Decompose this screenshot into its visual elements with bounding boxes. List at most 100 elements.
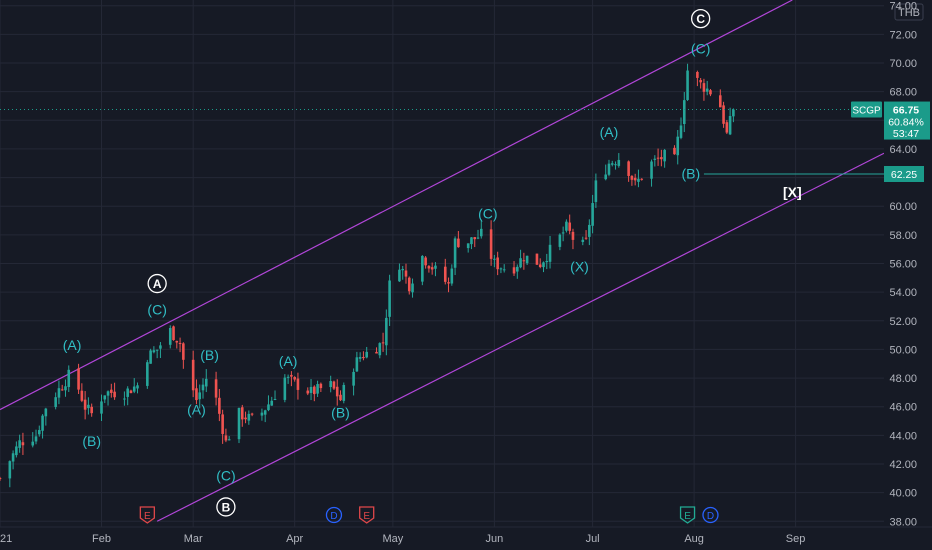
y-tick-label: 56.00 <box>889 259 917 271</box>
symbol-tag-label: SCGP <box>852 106 881 117</box>
candle-body <box>362 356 365 359</box>
candle-body <box>283 377 287 400</box>
candle-body <box>466 243 470 249</box>
candle-body <box>247 413 251 421</box>
candle-body <box>476 237 480 239</box>
candle-body <box>381 342 385 344</box>
candle-body <box>110 389 113 393</box>
candle-body <box>430 267 434 270</box>
candle-body <box>496 257 499 270</box>
circled-wave-label: A <box>153 277 162 291</box>
channel-line-upper <box>0 0 793 411</box>
y-tick-label: 50.00 <box>889 344 917 356</box>
candle-body <box>313 386 316 395</box>
x-tick-label: Apr <box>286 533 303 545</box>
dividend-marker <box>702 506 719 524</box>
candle-body <box>630 175 634 180</box>
candle-body <box>54 397 57 407</box>
candle-body <box>146 362 149 386</box>
candle-body <box>106 391 110 396</box>
wave-label: (A) <box>63 337 82 353</box>
candle-body <box>637 178 640 182</box>
candle-body <box>250 413 254 415</box>
candle-body <box>218 397 221 414</box>
y-tick-label: 44.00 <box>889 430 917 442</box>
candle-body <box>443 266 447 282</box>
y-tick-label: 46.00 <box>889 402 917 414</box>
candle-body <box>512 267 516 274</box>
candle-body <box>267 404 270 411</box>
candle-body <box>332 381 336 389</box>
candle-body <box>77 368 80 390</box>
candle-body <box>535 253 539 265</box>
candle-body <box>682 100 686 125</box>
candle-body <box>270 400 274 406</box>
candle-body <box>57 388 61 398</box>
wave-label: (X) <box>570 258 589 274</box>
candle-body <box>702 83 706 92</box>
candle-body <box>237 407 241 440</box>
candle-body <box>470 237 473 245</box>
candle-body <box>473 237 477 240</box>
y-tick-label: 54.00 <box>889 287 917 299</box>
horizontal-line-tag[interactable]: 62.25 <box>884 165 924 182</box>
candle-body <box>44 408 48 417</box>
candle-body <box>329 381 332 388</box>
candle-body <box>673 147 676 155</box>
earnings-marker-letter: E <box>684 511 691 522</box>
wave-label: (C) <box>691 41 710 57</box>
candle-body <box>401 268 405 271</box>
x-tick-label: 21 <box>0 533 12 545</box>
candle-body <box>175 340 179 343</box>
candle-body <box>293 377 296 380</box>
candle-body <box>404 270 408 277</box>
wave-label: (A) <box>279 353 298 369</box>
candle-body <box>558 234 562 247</box>
candle-body <box>502 269 506 271</box>
x-tick-label: Aug <box>684 533 704 545</box>
candle-body <box>352 371 355 386</box>
candle-body <box>240 407 244 420</box>
channel-line-lower <box>156 152 885 522</box>
horizontal-line-price-box <box>884 165 924 182</box>
candle-body <box>696 71 699 78</box>
circled-wave-marker <box>147 273 167 294</box>
candle-body <box>581 239 585 243</box>
candle-body <box>709 90 712 95</box>
last-price-change: 60.84% <box>888 117 924 129</box>
candle-body <box>679 125 683 138</box>
candle-body <box>607 163 611 175</box>
candle-body <box>699 80 702 83</box>
wave-label: (C) <box>478 205 497 221</box>
candle-body <box>538 264 542 268</box>
candle-body <box>31 441 35 446</box>
candle-body <box>87 404 90 409</box>
candle-body <box>244 417 247 420</box>
earnings-marker-letter: E <box>144 511 151 522</box>
candle-body <box>722 105 725 124</box>
candle-body <box>263 410 267 415</box>
candle-body <box>195 388 198 401</box>
candle-body <box>457 238 460 248</box>
y-tick-label: 58.00 <box>889 230 917 242</box>
last-price-tag[interactable]: 66.75 60.84% 53:47 SCGP <box>851 101 930 141</box>
candle-body <box>260 412 264 416</box>
candle-body <box>588 224 591 237</box>
candle-body <box>663 149 666 162</box>
candle-body <box>653 158 657 160</box>
circled-wave-label: C <box>696 12 705 26</box>
candle-body <box>705 88 709 92</box>
candle-body <box>286 376 290 378</box>
candle-body <box>604 174 608 180</box>
candle-body <box>80 390 84 401</box>
candle-body <box>542 262 545 268</box>
candle-body <box>132 386 136 392</box>
candle-body <box>126 388 129 397</box>
price-tags: 66.75 60.84% 53:47 SCGP 62.25 <box>851 101 930 182</box>
symbol-tag <box>851 101 882 118</box>
candle-body <box>493 258 496 260</box>
candle-body <box>732 109 735 117</box>
candle-body <box>123 398 126 400</box>
x-tick-label: Jul <box>586 533 600 545</box>
